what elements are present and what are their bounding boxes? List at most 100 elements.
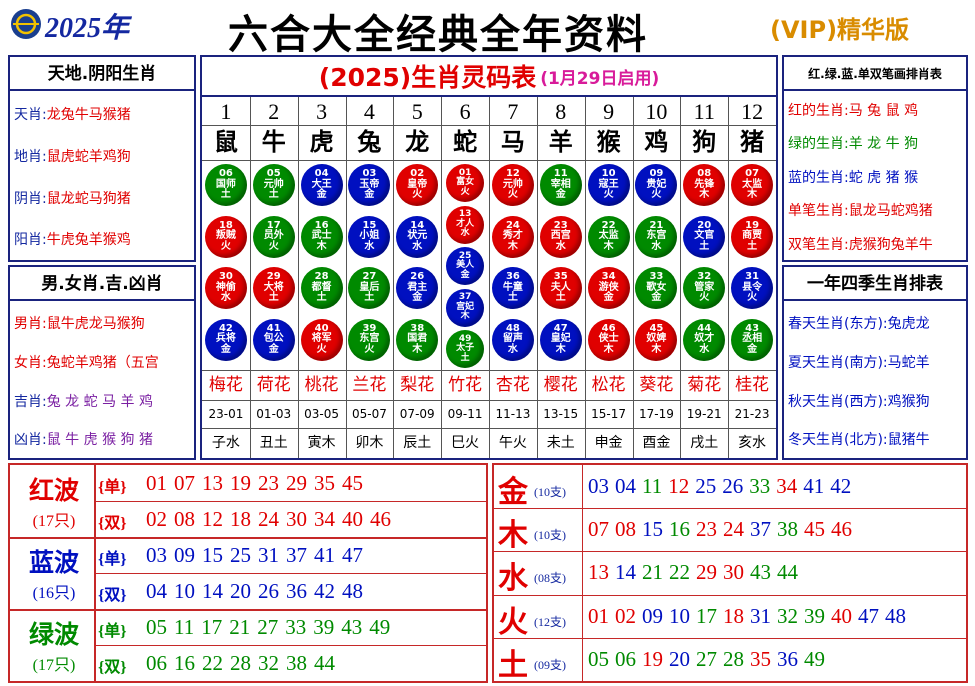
ball-name: 贵妃 xyxy=(646,178,667,190)
panel-row: 红的生肖:马 兔 鼠 鸡 xyxy=(788,95,918,128)
col-flower: 梅花 xyxy=(208,375,243,395)
ball-element: 水 xyxy=(651,240,662,252)
ball-element: 火 xyxy=(699,292,710,304)
number: 39 xyxy=(804,603,825,628)
elements-table: 金 (10支) 03 04 11 12 25 26 33 34 41 42 木 (10支) 07 08 15 16… xyxy=(492,463,968,683)
panel: 红.绿.蓝.单双笔画排肖表 红的生肖:马 兔 鼠 鸡绿的生肖:羊 龙 牛 狗蓝的生… xyxy=(782,55,968,262)
ball-name: 皇帝 xyxy=(407,178,428,190)
ball-name: 太子 xyxy=(456,343,475,354)
col-zodiac: 马 xyxy=(500,130,525,156)
col-zodiac: 狗 xyxy=(692,130,717,156)
col-hours: 03-05 xyxy=(304,407,339,421)
number: 23 xyxy=(696,517,717,542)
ball-name: 都督 xyxy=(311,281,332,293)
logo xyxy=(11,9,41,39)
col-hours: 11-13 xyxy=(495,407,531,421)
ball-element: 金 xyxy=(555,189,566,201)
ball-name: 先锋 xyxy=(694,178,715,190)
ball: 32 管家火 xyxy=(683,267,726,309)
col-flower: 竹花 xyxy=(448,375,483,395)
rule xyxy=(441,97,443,458)
row-value: 鸡猴狗 xyxy=(887,393,930,410)
ball-element: 金 xyxy=(268,343,279,355)
number: 01 xyxy=(588,603,609,628)
ball-name: 君主 xyxy=(407,281,428,293)
ball-number: 11 xyxy=(553,168,568,180)
row-value: 马蛇羊 xyxy=(887,354,930,371)
ball-element: 金 xyxy=(651,292,662,304)
number: 05 xyxy=(146,614,167,639)
ball-name: 包公 xyxy=(263,333,284,345)
col-hours: 17-19 xyxy=(638,407,674,421)
row-label: 蓝的生肖: xyxy=(788,169,849,186)
number: 15 xyxy=(202,542,223,567)
number-list: 03 04 11 12 25 26 33 34 41 42 xyxy=(588,465,857,508)
ball-number: 21 xyxy=(649,219,664,231)
wave-row-label: {单} xyxy=(98,479,127,496)
number: 06 xyxy=(146,650,167,675)
col-branch: 酉金 xyxy=(642,435,671,451)
panel-title: 天地.阴阳生肖 xyxy=(10,57,194,91)
panel: 一年四季生肖排表 春天生肖(东方):兔虎龙 夏天生肖(南方):马蛇羊 秋天生肖(西方)… xyxy=(782,265,968,460)
panel: 男.女肖.吉.凶肖 男肖:鼠牛虎龙马猴狗 女肖:兔蛇羊鸡猪（五宫 吉肖:兔 龙 蛇 马… xyxy=(8,265,196,460)
col-flower: 桃花 xyxy=(304,375,339,395)
panel-row: 单笔生肖:鼠龙马蛇鸡猪 xyxy=(788,195,933,228)
element-name: 木 xyxy=(498,519,528,553)
ball-element: 土 xyxy=(747,240,758,252)
number: 03 xyxy=(588,474,609,498)
col-hours: 01-03 xyxy=(256,407,292,421)
ball-element: 木 xyxy=(316,240,327,252)
number-list: 05 11 17 21 27 33 39 43 49 xyxy=(146,609,397,645)
number: 16 xyxy=(174,650,195,675)
ball-number: 06 xyxy=(218,168,233,180)
panel-title: 一年四季生肖排表 xyxy=(784,267,966,301)
wave-row-label: {单} xyxy=(98,551,127,568)
wave-count: (17只) xyxy=(32,513,76,530)
row-value: 鼠龙蛇马狗猪 xyxy=(46,190,131,207)
ball-name: 将军 xyxy=(311,333,332,345)
ball-number: 44 xyxy=(697,322,712,334)
number: 18 xyxy=(230,506,251,531)
ball-number: 14 xyxy=(410,219,425,231)
ball-name: 太监 xyxy=(598,230,619,242)
panel-row: 双笔生肖:虎猴狗兔羊牛 xyxy=(788,229,933,262)
col-zodiac: 蛇 xyxy=(453,130,478,156)
row-label: 红的生肖: xyxy=(788,103,849,119)
col-index: 10 xyxy=(645,99,668,124)
number: 31 xyxy=(750,603,771,628)
ball-name: 才人 xyxy=(456,218,475,229)
number: 30 xyxy=(723,560,744,585)
wave-row-label: {双} xyxy=(98,659,127,676)
ball-number: 41 xyxy=(266,322,281,334)
number: 10 xyxy=(669,603,690,628)
row-value: 蛇 虎 猪 猴 xyxy=(848,169,919,186)
element-name: 火 xyxy=(498,605,528,639)
col-index: 8 xyxy=(555,99,567,124)
col-hours: 07-09 xyxy=(399,407,435,421)
col-zodiac: 兔 xyxy=(357,130,382,156)
col-hours: 21-23 xyxy=(734,407,770,421)
number: 07 xyxy=(588,517,609,542)
row-label: 双笔生肖: xyxy=(788,236,849,253)
number: 07 xyxy=(174,470,195,495)
number: 13 xyxy=(202,470,223,495)
ball-name: 状元 xyxy=(407,230,428,242)
ball: 06 国师土 xyxy=(204,164,247,206)
number: 14 xyxy=(202,578,223,603)
ball-element: 土 xyxy=(268,292,279,304)
number-list: 03 09 15 25 31 37 41 47 xyxy=(146,537,370,573)
ball-number: 27 xyxy=(362,271,377,283)
ball: 09 贵妃火 xyxy=(635,164,678,206)
wave-row-label: {单} xyxy=(98,623,127,640)
panel: 天地.阴阳生肖 天肖:龙兔牛马猴猪 地肖:鼠虎蛇羊鸡狗 阴肖:鼠龙蛇马狗猪 阳肖:牛虎兔… xyxy=(8,55,196,262)
ball-name: 小姐 xyxy=(359,230,380,242)
ball-element: 水 xyxy=(364,240,375,252)
ball-element: 金 xyxy=(460,269,470,280)
rule xyxy=(96,645,486,646)
ball: 11 宰相金 xyxy=(539,164,582,206)
ball-number: 37 xyxy=(458,292,472,303)
ball-number: 29 xyxy=(266,271,281,283)
panel-row: 秋天生肖(西方):鸡猴狗 xyxy=(788,383,930,422)
number: 45 xyxy=(804,517,825,542)
ball-number: 05 xyxy=(266,168,281,180)
